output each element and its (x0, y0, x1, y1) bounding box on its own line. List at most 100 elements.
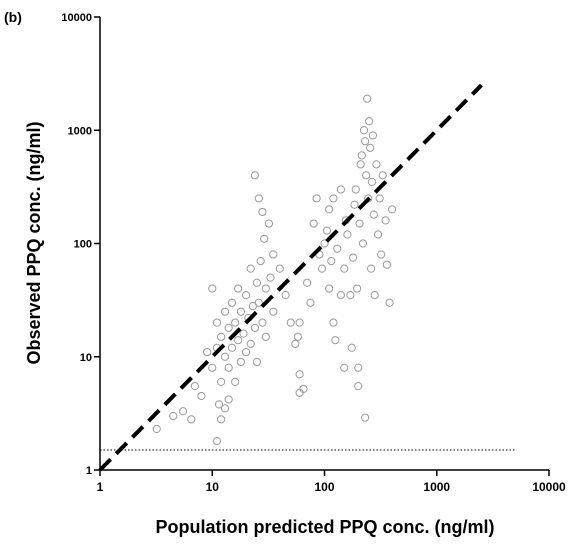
data-point (234, 336, 243, 345)
data-point (357, 151, 366, 160)
data-point (227, 298, 237, 307)
data-point (343, 230, 352, 239)
y-tick-label: 10 (80, 352, 92, 364)
data-point (322, 226, 331, 235)
data-point (236, 307, 246, 316)
data-point (365, 117, 374, 126)
data-point (331, 336, 340, 345)
data-point (312, 194, 321, 203)
data-point (375, 194, 384, 203)
data-point (336, 185, 346, 194)
data-point (236, 357, 246, 367)
y-tick-label: 10000 (61, 12, 92, 24)
data-point (269, 307, 278, 316)
data-point (354, 363, 363, 372)
data-point (372, 160, 381, 169)
data-point (246, 264, 255, 273)
data-point (248, 302, 257, 311)
data-point (234, 284, 243, 293)
data-point (212, 318, 221, 327)
data-point (258, 207, 267, 217)
data-point (340, 264, 349, 273)
data-point (299, 384, 308, 394)
data-point (320, 239, 329, 248)
data-point (217, 415, 226, 424)
data-point (264, 219, 274, 228)
data-point (382, 260, 392, 269)
x-tick-label: 10 (206, 480, 220, 494)
data-point (224, 363, 233, 372)
panel-label: (b) (4, 9, 22, 25)
data-point (258, 318, 267, 327)
data-point (252, 278, 262, 287)
data-point (370, 291, 379, 300)
data-point (303, 278, 312, 287)
data-point (169, 411, 178, 421)
data-point (358, 239, 368, 248)
data-point (340, 363, 349, 372)
y-axis-title: Observed PPQ conc. (ng/ml) (24, 121, 44, 364)
data-point (327, 256, 336, 266)
data-point (197, 391, 206, 401)
data-point (217, 332, 226, 341)
data-point (227, 343, 237, 352)
data-point (214, 400, 224, 409)
data-point (187, 415, 196, 424)
data-point (203, 347, 212, 357)
data-point (329, 318, 338, 327)
data-point (275, 264, 284, 273)
data-point (387, 205, 397, 214)
data-point (366, 143, 375, 152)
data-point (354, 382, 363, 391)
y-tick-label: 1000 (68, 125, 92, 137)
data-point (217, 377, 226, 386)
data-point (250, 171, 260, 180)
data-point (246, 339, 255, 348)
data-point (224, 395, 233, 404)
data-point (224, 323, 233, 332)
x-axis-title: Population predicted PPQ conc. (ng/ml) (155, 517, 494, 537)
data-point (208, 363, 217, 372)
data-point (362, 171, 371, 180)
data-point (350, 200, 359, 209)
y-tick-label: 100 (74, 239, 92, 251)
data-point (333, 244, 342, 253)
data-point (306, 298, 315, 307)
data-point (377, 250, 386, 259)
data-point (317, 264, 327, 273)
data-point (220, 404, 230, 413)
data-point (355, 219, 364, 228)
data-point (325, 284, 334, 293)
x-tick-label: 1000 (423, 480, 450, 494)
data-point (363, 94, 372, 103)
data-point (347, 343, 356, 352)
data-point (295, 370, 304, 379)
data-point (295, 388, 304, 397)
data-point (329, 194, 338, 203)
identity-line (98, 83, 483, 472)
data-point (286, 318, 295, 327)
data-point (378, 171, 387, 180)
data-point (361, 137, 370, 146)
data-point (356, 160, 365, 169)
data-point (352, 284, 362, 293)
data-point (373, 230, 383, 239)
data-point (231, 377, 240, 386)
data-point (367, 177, 377, 186)
data-point (261, 284, 270, 293)
data-point (281, 291, 290, 300)
data-point (336, 291, 346, 300)
data-point (261, 332, 270, 341)
data-point (369, 210, 378, 219)
x-tick-label: 100 (314, 480, 334, 494)
data-point (346, 291, 355, 300)
data-point (220, 352, 230, 361)
data-point (152, 424, 161, 434)
data-point (250, 323, 260, 332)
data-point (252, 357, 262, 367)
data-point (179, 407, 188, 416)
data-point (351, 185, 360, 194)
data-point (190, 382, 199, 391)
x-tick-label: 10000 (532, 480, 566, 494)
